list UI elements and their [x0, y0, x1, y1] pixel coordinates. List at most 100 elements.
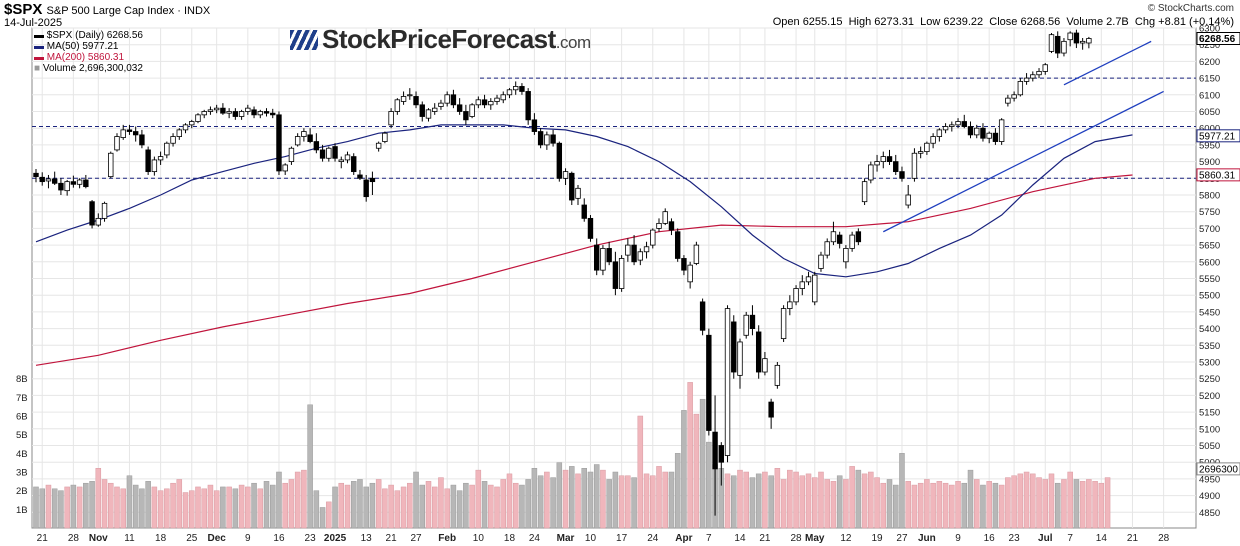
date-tick-label: 28 — [1158, 533, 1170, 544]
volume-bar — [444, 488, 450, 529]
date-tick-label: 23 — [305, 533, 317, 544]
volume-bar — [45, 484, 52, 529]
volume-bar — [475, 469, 482, 529]
volume-tick-label: 7B — [16, 393, 28, 404]
volume-bar — [257, 488, 264, 529]
volume-bar — [151, 486, 158, 529]
index-name: S&P 500 Large Cap Index — [46, 5, 175, 17]
candle-body — [1023, 77, 1030, 82]
volume-bar — [213, 490, 220, 529]
candle-body — [519, 86, 525, 92]
candle-body — [1073, 32, 1080, 44]
candle-body — [936, 129, 943, 137]
candle-body — [313, 141, 320, 151]
volume-tick-label: 6B — [16, 412, 28, 423]
volume-bar — [382, 488, 388, 529]
date-tick-label: 27 — [896, 533, 908, 544]
candle-body — [263, 111, 270, 114]
price-tick-label: 5550 — [1199, 274, 1220, 285]
candle-body — [550, 134, 556, 144]
volume-bar — [76, 486, 83, 529]
volume-bar — [164, 488, 170, 529]
price-tick-label: 5200 — [1199, 391, 1220, 402]
volume-bar — [500, 479, 506, 529]
candle-body — [1061, 40, 1067, 54]
volume-bar — [39, 488, 45, 529]
candle-body — [986, 132, 992, 139]
volume-bar — [1030, 473, 1036, 529]
candle-body — [494, 97, 500, 102]
candle-body — [89, 201, 95, 226]
candle-body — [407, 94, 413, 97]
date-tick-label: 16 — [273, 533, 285, 544]
volume-bar — [855, 469, 862, 529]
volume-bar — [139, 488, 145, 529]
date-tick-label: 18 — [504, 533, 516, 544]
volume-bar — [33, 486, 39, 529]
candle-body — [992, 132, 999, 142]
volume-bar — [967, 469, 974, 529]
price-tick-label: 6150 — [1199, 74, 1220, 85]
candle-body — [1067, 32, 1073, 41]
volume-bar — [874, 477, 880, 529]
volume-bar — [955, 481, 961, 529]
volume-bar — [637, 415, 644, 529]
volume-bar — [556, 462, 563, 529]
volume-bar — [232, 488, 239, 529]
candle-body — [307, 134, 313, 142]
volume-bar — [1098, 482, 1105, 529]
high-value: 6273.31 — [874, 16, 915, 28]
candle-body — [687, 264, 693, 283]
volume-bar — [488, 484, 494, 529]
volume-bar — [600, 469, 606, 529]
volume-bar — [973, 479, 980, 529]
volume-bar — [1048, 473, 1055, 529]
legend-price-text: $SPX (Daily) 6268.56 — [46, 30, 143, 41]
volume-bar — [631, 477, 637, 529]
candle-body — [674, 231, 681, 259]
date-tick-label: 24 — [647, 533, 659, 544]
candle-body — [413, 96, 419, 106]
volume-bar — [226, 486, 232, 529]
volume-bar — [332, 486, 338, 529]
date-tick-label: 27 — [410, 533, 422, 544]
volume-bar — [581, 468, 587, 529]
volume-bar — [126, 475, 133, 529]
volume-bar — [942, 482, 949, 529]
volume-bar — [693, 413, 700, 529]
volume-bar — [251, 482, 257, 529]
short-trend-line — [1063, 40, 1152, 86]
candle-body — [76, 179, 83, 185]
volume-bar — [407, 482, 413, 529]
candle-body — [513, 86, 519, 91]
date-tick-label: 14 — [734, 533, 746, 544]
candle-body — [1030, 74, 1036, 79]
volume-bar — [89, 481, 95, 529]
volume-bar — [201, 488, 207, 529]
volume-bar — [737, 469, 743, 529]
volume-bar — [625, 475, 631, 529]
price-tick-label: 5250 — [1199, 374, 1220, 385]
volume-bar — [544, 471, 550, 529]
candle-body — [618, 258, 625, 289]
price-tag-label: 6268.56 — [1199, 34, 1236, 45]
candle-body — [699, 301, 706, 331]
volume-bar — [830, 481, 837, 529]
volume-bar — [425, 481, 432, 529]
candle-body — [799, 281, 805, 289]
candle-body — [631, 244, 637, 263]
candle-body — [1017, 81, 1024, 96]
date-tick-label: 28 — [790, 533, 802, 544]
candle-body — [600, 248, 606, 271]
volume-bar — [313, 490, 320, 529]
volume-bar — [1079, 481, 1086, 529]
price-tick-label: 6050 — [1199, 107, 1220, 118]
date-tick-label: 23 — [1009, 533, 1021, 544]
price-tick-label: 5150 — [1199, 408, 1220, 419]
candle-body — [506, 89, 513, 96]
volume-bar — [95, 468, 102, 529]
candle-body — [220, 107, 226, 114]
date-tick-label: 10 — [473, 533, 485, 544]
candle-body — [755, 331, 762, 373]
candle-body — [594, 244, 600, 271]
